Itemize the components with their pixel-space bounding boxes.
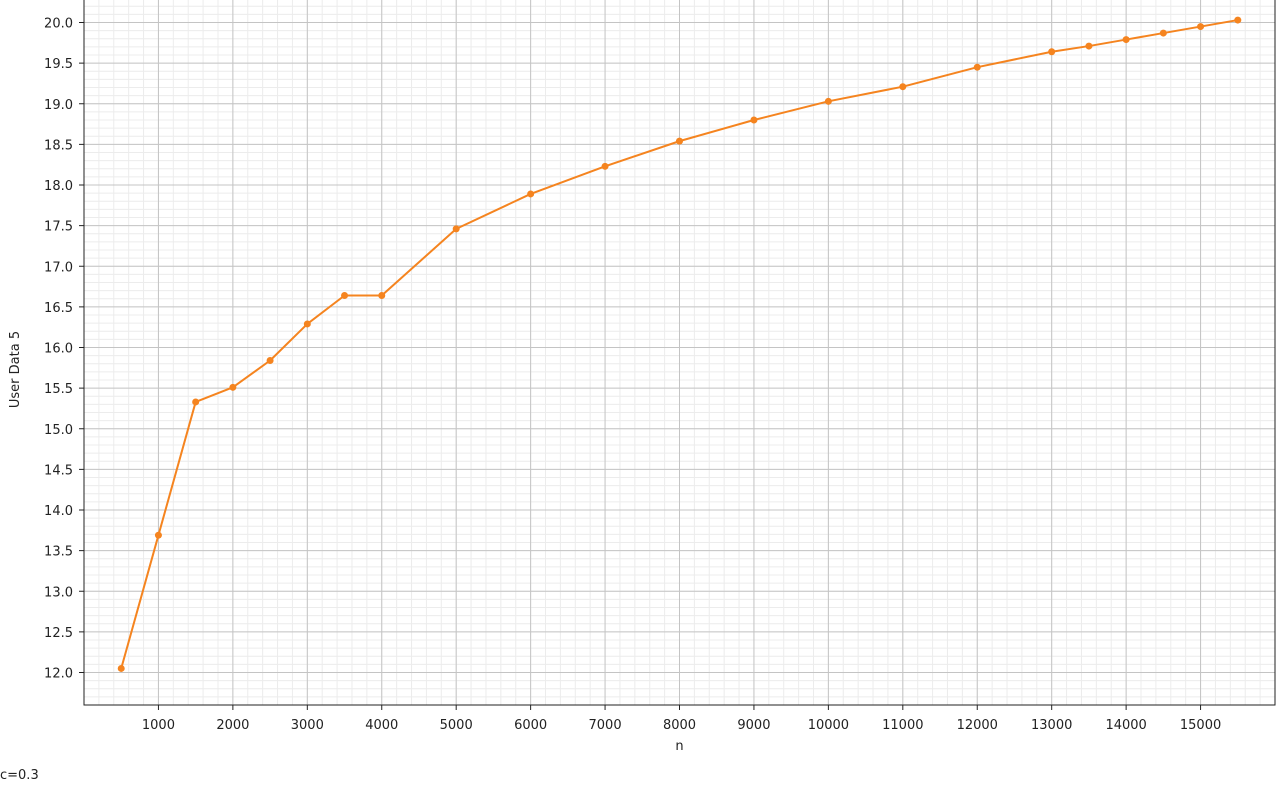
- data-point: [266, 357, 274, 364]
- y-tick-label: 18.0: [44, 179, 73, 194]
- y-tick-label: 12.5: [44, 626, 73, 641]
- parameter-note: c=0.3: [0, 768, 39, 783]
- x-tick-label: 15000: [1180, 718, 1221, 733]
- series-layer: [117, 16, 1242, 672]
- data-point: [899, 83, 907, 91]
- data-point: [750, 116, 758, 124]
- data-point: [229, 383, 237, 391]
- x-tick-label: 1000: [142, 718, 175, 733]
- y-tick-label: 15.0: [44, 423, 73, 438]
- y-axis-title: User Data 5: [8, 331, 23, 408]
- x-tick-label: 9000: [737, 718, 770, 733]
- data-point: [1085, 42, 1093, 50]
- y-tick-label: 19.0: [44, 98, 73, 113]
- data-point: [452, 225, 460, 233]
- x-tick-label: 3000: [291, 718, 324, 733]
- x-tick-label: 12000: [957, 718, 998, 733]
- y-tick-label: 13.0: [44, 585, 73, 600]
- data-point: [527, 190, 535, 198]
- y-tick-label: 12.0: [44, 667, 73, 682]
- data-point: [824, 97, 832, 105]
- data-point: [1159, 29, 1167, 37]
- data-point: [1197, 23, 1205, 31]
- y-tick-label: 17.0: [44, 260, 73, 275]
- data-point: [1048, 48, 1056, 56]
- x-axis: 1000 2000 3000 4000 5000 6000 7000 8000 9000 1000…: [142, 705, 1221, 733]
- series-line: [120, 19, 1238, 669]
- y-axis: 12.0 12.5 13.0 13.5 14.0 14.5 15.0 15.5 16.0 16.5…: [44, 17, 84, 682]
- y-tick-label: 16.5: [44, 301, 73, 316]
- x-tick-label: 13000: [1031, 718, 1072, 733]
- x-tick-label: 8000: [663, 718, 696, 733]
- data-point: [378, 292, 386, 299]
- y-tick-label: 13.5: [44, 545, 73, 560]
- x-tick-label: 7000: [589, 718, 622, 733]
- y-tick-label: 18.5: [44, 138, 73, 153]
- major-grid: [84, 0, 1275, 705]
- y-tick-label: 17.5: [44, 220, 73, 235]
- data-point: [1234, 16, 1242, 24]
- x-tick-label: 10000: [808, 718, 849, 733]
- y-tick-label: 16.0: [44, 342, 73, 357]
- data-point: [341, 292, 349, 299]
- data-point: [154, 531, 162, 539]
- x-tick-label: 11000: [882, 718, 923, 733]
- x-tick-label: 4000: [365, 718, 398, 733]
- x-tick-label: 14000: [1105, 718, 1146, 733]
- x-tick-label: 6000: [514, 718, 547, 733]
- y-tick-label: 14.0: [44, 504, 73, 519]
- data-point: [1122, 36, 1130, 44]
- y-tick-label: 20.0: [44, 17, 73, 32]
- y-tick-label: 14.5: [44, 463, 73, 478]
- data-point: [973, 63, 981, 71]
- data-point: [676, 137, 683, 145]
- x-axis-title: n: [675, 739, 683, 754]
- y-tick-label: 19.5: [44, 57, 73, 72]
- x-tick-label: 5000: [440, 718, 473, 733]
- y-tick-label: 15.5: [44, 382, 73, 397]
- data-point: [303, 320, 311, 328]
- data-point: [117, 664, 125, 672]
- data-point: [601, 162, 609, 170]
- x-tick-label: 2000: [216, 718, 249, 733]
- data-point: [192, 398, 200, 406]
